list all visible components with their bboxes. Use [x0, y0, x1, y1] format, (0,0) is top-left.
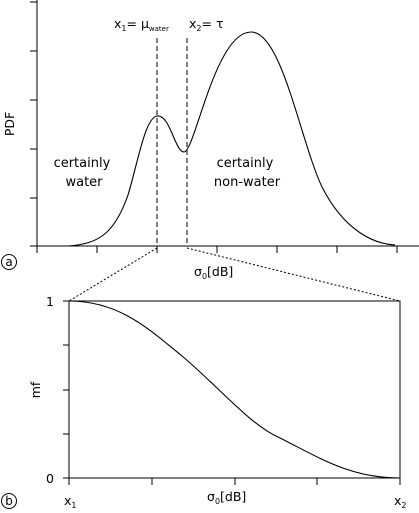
- panel-a-xlabel-sub: 0: [202, 272, 207, 281]
- panel-a-xlabel: σ0[dB]: [194, 264, 233, 281]
- panel-b-xlabel-rest: [dB]: [220, 489, 246, 504]
- panel-b-frame: [68, 300, 401, 479]
- panel-b-ytick-1: 1: [46, 294, 54, 309]
- zoom-connector-right: [186, 247, 401, 302]
- xtick-left-main: x: [64, 493, 71, 508]
- left-region-line-2: water: [65, 175, 103, 190]
- x1-threshold-label: x1= μwater: [114, 16, 169, 33]
- xtick-left-sub: 1: [71, 501, 76, 510]
- x2-sub: 2: [196, 24, 201, 33]
- right-region-line-1: certainly: [217, 156, 274, 171]
- panel-b-letter-circle: [1, 493, 17, 509]
- xtick-right-main: x: [394, 493, 401, 508]
- x2-threshold-label: x2= τ: [189, 16, 223, 33]
- panel-b-xlabel-sub: 0: [215, 497, 220, 506]
- panel-b-xlabel: σ0[dB]: [207, 489, 246, 506]
- right-region-line-2: non-water: [214, 175, 281, 190]
- right-region-label: certainly non-water: [214, 156, 281, 190]
- panel-a-ylabel: PDF: [2, 112, 17, 136]
- x1-eq-sub: water: [149, 25, 169, 33]
- panel-b-x-ticks: [68, 478, 401, 485]
- zoom-connector-left: [68, 247, 158, 302]
- panel-b-y-ticks: [63, 300, 69, 479]
- pdf-curve: [67, 31, 396, 247]
- panel-a-letter-circle: [1, 254, 17, 270]
- panel-a: x1= μwater x2= τ certainly water certain…: [1, 0, 419, 281]
- x1-eq: = μ: [127, 16, 149, 31]
- panel-a-y-ticks: [30, 1, 37, 247]
- panel-b-letter: b: [5, 494, 13, 508]
- xtick-right-sub: 2: [401, 501, 406, 510]
- panel-a-letter: a: [5, 255, 12, 269]
- panel-b: 1 0 mf x1 x2 σ0[dB] b: [1, 294, 407, 510]
- panel-b-ylabel: mf: [28, 381, 43, 398]
- mf-curve: [68, 300, 401, 479]
- panel-a-x-ticks: [36, 246, 398, 253]
- panel-a-xlabel-rest: [dB]: [207, 264, 233, 279]
- panel-b-xtick-right: x2: [394, 493, 407, 510]
- panel-b-ytick-0: 0: [46, 471, 54, 486]
- x1-main: x: [114, 16, 121, 31]
- x1-sub: 1: [121, 24, 126, 33]
- x2-eq: = τ: [202, 16, 224, 31]
- x2-main: x: [189, 16, 196, 31]
- panel-b-xlabel-main: σ: [207, 489, 215, 504]
- panel-a-xlabel-main: σ: [194, 264, 202, 279]
- panel-b-xtick-left: x1: [64, 493, 77, 510]
- left-region-line-1: certainly: [54, 156, 111, 171]
- left-region-label: certainly water: [54, 156, 115, 190]
